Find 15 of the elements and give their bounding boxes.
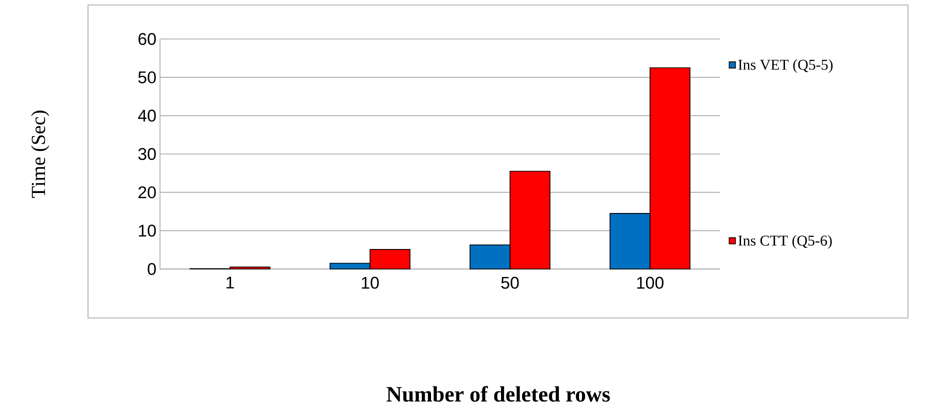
y-tick-label: 10: [138, 224, 156, 237]
x-tick-label: 100: [637, 276, 664, 289]
y-tick-label: 40: [138, 110, 156, 122]
y-tick-label: 60: [138, 33, 156, 46]
y-tick-label: 20: [138, 186, 156, 198]
y-tick-label: 30: [138, 148, 156, 160]
legend-label: Ins CTT (Q5-6): [738, 235, 832, 249]
y-tick-label: 50: [138, 71, 156, 84]
x-tick-label: 10: [362, 276, 379, 289]
y-axis-title: Time (Sec): [31, 110, 50, 198]
y-tick-label: 0: [148, 263, 156, 276]
x-axis-title: Number of deleted rows: [386, 386, 610, 402]
x-tick-label: 50: [501, 276, 519, 289]
legend-label: Ins VET (Q5-5): [738, 59, 833, 73]
x-tick-label: 1: [226, 276, 234, 288]
